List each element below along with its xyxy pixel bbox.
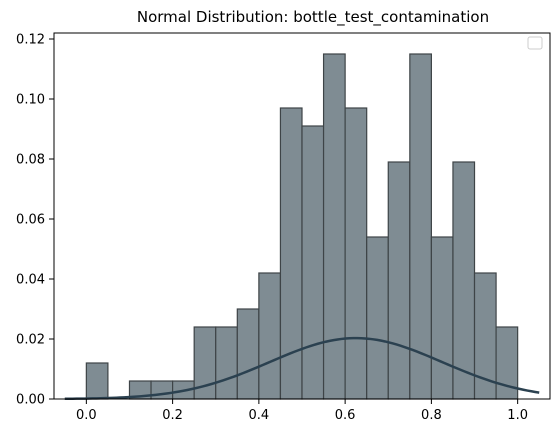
histogram-bar <box>409 53 432 400</box>
x-tick-label: 1.0 <box>507 408 528 423</box>
histogram-bar <box>258 272 282 400</box>
histogram-bar <box>366 236 389 400</box>
y-axis-ticks: 0.00 0.02 0.04 0.06 0.08 0.10 0.12 <box>16 33 54 408</box>
x-tick-label: 0.2 <box>162 408 183 423</box>
histogram-bar <box>150 380 174 400</box>
histogram-bar <box>236 308 260 400</box>
y-tick-label: 0.08 <box>16 153 45 168</box>
y-tick-label: 0.04 <box>16 273 45 288</box>
x-axis-ticks: 0.0 0.2 0.4 0.6 0.8 1.0 <box>76 399 528 423</box>
chart-title: Normal Distribution: bottle_test_contami… <box>137 8 489 27</box>
x-tick-label: 0.4 <box>249 408 270 423</box>
y-tick-label: 0.06 <box>16 213 45 228</box>
histogram-bar <box>215 326 238 400</box>
histogram-bars <box>85 53 519 400</box>
normal-curve-line <box>64 336 540 401</box>
x-tick-label: 0.0 <box>76 408 97 423</box>
histogram-bar <box>430 236 454 400</box>
histogram-bar <box>301 125 325 400</box>
y-tick-label: 0.02 <box>16 333 45 348</box>
histogram-bar <box>322 53 346 400</box>
y-tick-label: 0.12 <box>16 33 45 48</box>
histogram-bar <box>452 161 476 400</box>
plot-frame <box>53 32 551 400</box>
histogram-bar <box>344 107 368 400</box>
histogram-bar <box>85 362 109 400</box>
legend-box <box>527 36 543 50</box>
x-tick-label: 0.6 <box>335 408 356 423</box>
x-tick-label: 0.8 <box>421 408 442 423</box>
y-tick-label: 0.10 <box>16 93 45 108</box>
y-tick-label: 0.00 <box>16 393 45 408</box>
histogram-bar <box>387 161 411 400</box>
